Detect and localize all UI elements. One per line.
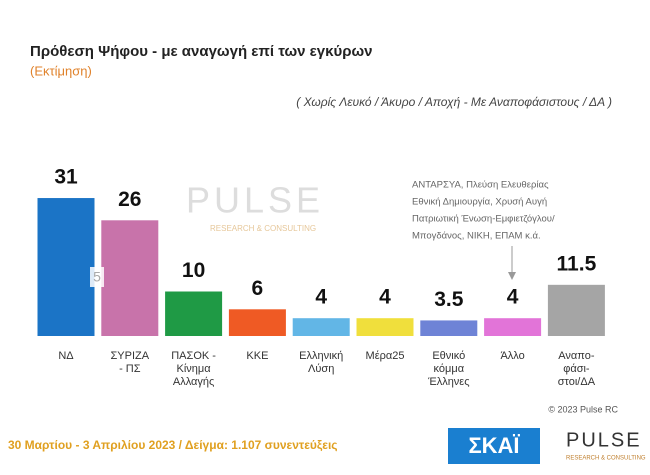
note: ( Χωρίς Λευκό / Άκυρο / Αποχή - Με Αναπο… [296,95,612,109]
logo-sub: RESEARCH & CONSULTING [566,456,646,462]
copyright: © 2023 Pulse RC [548,404,618,414]
bar [37,198,95,336]
category-label: Εθνικό [432,350,465,362]
logo: PULSE [566,429,642,451]
bar [292,318,350,336]
bar [101,220,159,336]
category-label: Κίνημα [177,363,212,375]
bar [165,291,223,336]
category-label: Άλλο [500,350,524,362]
annotation: Εθνική Δημιουργία, Χρυσή Αυγή [412,197,547,208]
watermark-sub: RESEARCH & CONSULTING [210,224,316,233]
arrowhead [508,272,516,280]
category-label: Αλλαγής [173,376,214,388]
category-label: ΠΑΣΟΚ - [171,350,216,362]
value-label: 26 [118,188,141,211]
bar [547,284,605,336]
category-label: ΣΥΡΙΖΑ [111,350,150,362]
value-label: 6 [252,277,264,300]
annotation: Μπογδάνος, ΝΙΚΗ, ΕΠΑΜ κ.ά. [412,231,541,242]
annotation: ΑΝΤΑΡΣΥΑ, Πλεύση Ελευθερίας [412,180,549,191]
value-label: 10 [182,259,205,282]
annotation: 5 [93,269,101,285]
value-label: 3.5 [434,288,464,311]
value-label: 4 [507,286,519,309]
chart-subtitle: (Εκτίμηση) [30,63,92,78]
category-label: ΚΚΕ [246,350,268,362]
value-label: 4 [315,286,327,309]
bar [228,309,286,336]
annotation: Πατριωτική Ένωση-Εμφιετζόγλου/ [412,214,555,225]
logo-box [448,428,540,464]
bar [420,320,478,336]
value-label: 4 [379,286,391,309]
annotation-box [90,267,104,287]
logo: ΣΚΑΪ [468,433,520,458]
category-label: φάσι- [563,363,590,375]
category-label: στοι/ΔΑ [558,376,596,388]
category-label: Έλληνες [427,376,469,388]
bar [484,318,542,336]
footer: 30 Μαρτίου - 3 Απριλίου 2023 / Δείγμα: 1… [8,438,338,452]
value-label: 31 [54,166,78,189]
category-label: Λύση [308,363,334,375]
watermark: PULSE [186,180,324,221]
category-label: Αναπο- [558,350,595,362]
chart-title: Πρόθεση Ψήφου - με αναγωγή επί των εγκύρ… [30,43,373,60]
category-label: ΝΔ [58,350,74,362]
category-label: Ελληνική [299,350,343,362]
value-label: 11.5 [557,252,597,275]
bar [356,318,414,336]
category-label: κόμμα [434,363,465,375]
category-label: Μέρα25 [366,350,405,362]
category-label: - ΠΣ [119,363,141,375]
